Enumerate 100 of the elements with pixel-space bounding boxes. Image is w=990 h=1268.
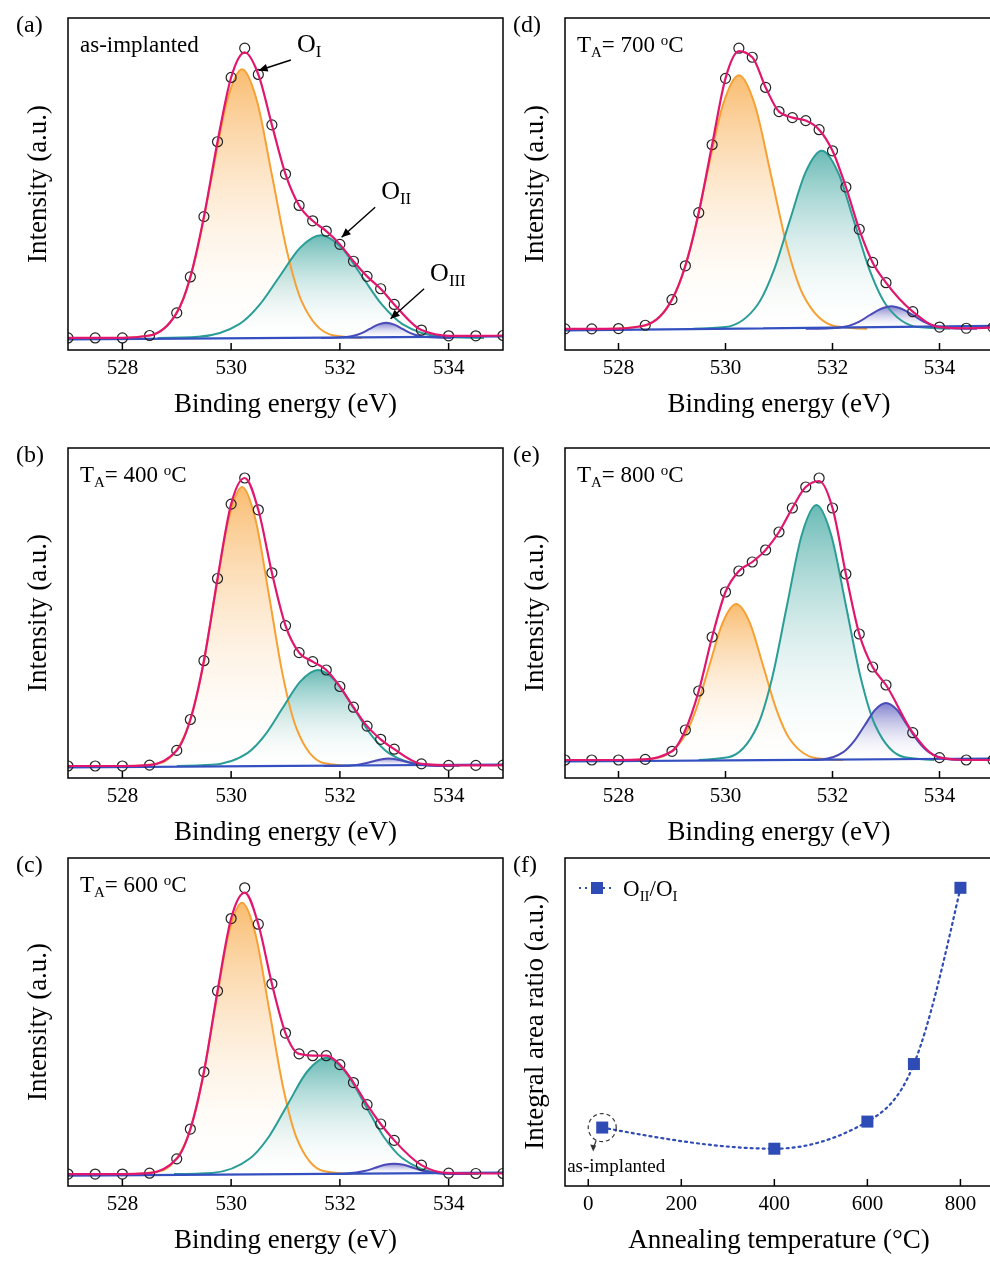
point xyxy=(933,321,946,333)
point xyxy=(443,759,455,771)
y-axis-title: Intensity (a.u.) xyxy=(519,104,549,264)
y-axis-title: Intensity (a.u.) xyxy=(519,533,549,693)
point xyxy=(388,298,400,311)
x-tick-label: 532 xyxy=(324,355,356,379)
point xyxy=(266,567,278,579)
point xyxy=(586,323,598,335)
point xyxy=(760,544,772,556)
point xyxy=(719,72,732,84)
point xyxy=(89,1168,101,1180)
x-tick-label: 534 xyxy=(432,783,465,807)
point xyxy=(361,720,373,732)
point xyxy=(666,745,678,757)
x-axis-title: Binding energy (eV) xyxy=(174,1224,397,1254)
annotation: as-implanted xyxy=(80,32,200,57)
point xyxy=(612,322,625,335)
x-tick-label: 528 xyxy=(602,355,635,379)
point xyxy=(375,1118,387,1130)
point xyxy=(239,882,251,894)
point xyxy=(719,586,732,598)
point xyxy=(334,1059,346,1071)
point xyxy=(415,1159,428,1171)
point xyxy=(443,330,455,342)
point xyxy=(171,1153,183,1165)
point xyxy=(746,51,758,63)
point xyxy=(198,211,210,223)
point xyxy=(307,656,319,668)
point xyxy=(279,620,292,632)
point xyxy=(211,136,224,148)
point xyxy=(252,68,264,81)
point xyxy=(307,215,319,227)
point xyxy=(89,332,101,344)
x-axis-title: Binding energy (eV) xyxy=(174,388,397,418)
x-tick-label: 528 xyxy=(106,783,139,807)
point xyxy=(171,307,183,319)
point xyxy=(116,332,128,344)
point xyxy=(693,207,705,219)
point xyxy=(586,754,598,766)
point xyxy=(679,260,691,272)
point xyxy=(388,743,400,755)
point xyxy=(800,115,812,127)
point xyxy=(612,754,625,766)
annotation: O$_{III}$ xyxy=(430,257,467,290)
point xyxy=(89,760,101,772)
annotation: T$_{A}$= 700 $^{o}$C xyxy=(577,32,684,60)
point xyxy=(840,568,852,580)
point xyxy=(907,306,919,318)
point xyxy=(143,329,156,342)
point xyxy=(116,760,128,772)
point xyxy=(239,42,251,54)
point xyxy=(853,628,865,640)
point xyxy=(347,1076,360,1089)
point xyxy=(184,1123,196,1135)
point xyxy=(760,81,772,94)
point xyxy=(239,472,251,484)
chart-title: (e) xyxy=(513,441,540,467)
point xyxy=(198,1066,210,1078)
point xyxy=(347,255,360,267)
point xyxy=(266,978,278,990)
chart-title: (c) xyxy=(16,851,43,877)
y-axis-title: Intensity (a.u.) xyxy=(22,533,52,693)
point xyxy=(225,912,237,925)
point xyxy=(361,1099,373,1111)
point xyxy=(800,481,812,493)
x-tick-label: 530 xyxy=(215,355,247,379)
x-tick-label: 532 xyxy=(816,783,849,807)
chart-title: (f) xyxy=(513,851,537,877)
point xyxy=(198,655,210,667)
point xyxy=(320,225,332,237)
point xyxy=(867,256,879,269)
point xyxy=(773,105,785,118)
point xyxy=(733,565,745,577)
annotation: T$_{A}$= 400 $^{o}$C xyxy=(80,462,187,490)
point xyxy=(826,502,839,514)
point xyxy=(334,238,346,250)
point xyxy=(252,918,264,930)
point xyxy=(768,1142,781,1155)
point xyxy=(375,733,387,745)
x-axis-title: Binding energy (eV) xyxy=(667,816,891,846)
point xyxy=(840,181,852,193)
point xyxy=(706,631,718,643)
x-tick-label: 534 xyxy=(432,1191,465,1215)
x-tick-label: 800 xyxy=(944,1191,977,1215)
chart-title: (d) xyxy=(513,11,541,37)
point xyxy=(880,679,892,691)
point xyxy=(826,145,839,157)
point xyxy=(880,277,892,289)
point xyxy=(415,324,428,336)
y-axis-title: Intensity (a.u.) xyxy=(22,942,52,1102)
point xyxy=(470,1167,482,1180)
point xyxy=(470,759,482,771)
y-axis-title: Integral area ratio (a.u.) xyxy=(519,894,549,1150)
point xyxy=(867,661,879,673)
point xyxy=(706,139,718,151)
x-tick-label: 534 xyxy=(923,783,956,807)
x-tick-label: 528 xyxy=(106,355,139,379)
y-axis-title: Intensity (a.u.) xyxy=(22,104,52,264)
x-tick-label: 530 xyxy=(709,355,742,379)
x-axis-title: Annealing temperature (°C) xyxy=(628,1224,930,1254)
